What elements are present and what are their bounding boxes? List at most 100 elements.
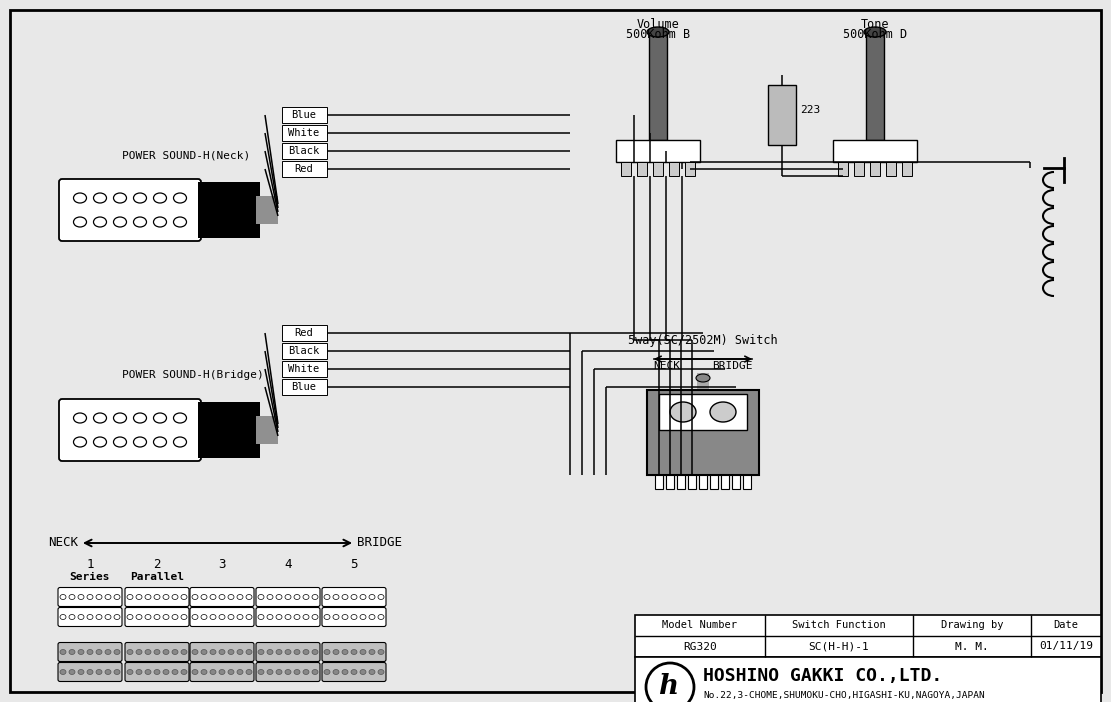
Ellipse shape bbox=[113, 437, 127, 447]
Ellipse shape bbox=[228, 670, 234, 675]
Bar bbox=[833, 140, 917, 162]
Bar bbox=[710, 475, 718, 489]
Text: RG320: RG320 bbox=[683, 642, 717, 651]
Bar bbox=[615, 140, 700, 162]
Ellipse shape bbox=[96, 614, 102, 619]
Ellipse shape bbox=[192, 670, 198, 675]
Ellipse shape bbox=[294, 670, 300, 675]
Bar bbox=[854, 162, 864, 176]
Bar bbox=[649, 32, 667, 140]
Ellipse shape bbox=[192, 649, 198, 654]
Bar bbox=[647, 390, 759, 475]
FancyBboxPatch shape bbox=[59, 179, 201, 241]
Ellipse shape bbox=[369, 614, 376, 619]
Ellipse shape bbox=[312, 670, 318, 675]
Text: M. M.: M. M. bbox=[955, 642, 989, 651]
Text: Tone: Tone bbox=[861, 18, 889, 31]
Ellipse shape bbox=[133, 217, 147, 227]
Ellipse shape bbox=[136, 614, 142, 619]
Text: Volume: Volume bbox=[637, 18, 679, 31]
Bar bbox=[870, 162, 880, 176]
Text: h: h bbox=[658, 673, 678, 701]
Bar bbox=[665, 475, 674, 489]
Text: NECK: NECK bbox=[653, 361, 680, 371]
Ellipse shape bbox=[246, 649, 252, 654]
Ellipse shape bbox=[73, 437, 87, 447]
Ellipse shape bbox=[294, 649, 300, 654]
Ellipse shape bbox=[333, 670, 339, 675]
Ellipse shape bbox=[93, 217, 107, 227]
Ellipse shape bbox=[246, 614, 252, 619]
FancyBboxPatch shape bbox=[126, 642, 189, 661]
Ellipse shape bbox=[146, 670, 151, 675]
Ellipse shape bbox=[154, 649, 160, 654]
Ellipse shape bbox=[276, 670, 282, 675]
Text: Drawing by: Drawing by bbox=[941, 621, 1003, 630]
Text: 1: 1 bbox=[87, 558, 93, 571]
Text: 01/11/19: 01/11/19 bbox=[1039, 642, 1093, 651]
Ellipse shape bbox=[60, 614, 66, 619]
Ellipse shape bbox=[324, 595, 330, 600]
FancyBboxPatch shape bbox=[322, 588, 386, 607]
Bar bbox=[282, 107, 327, 123]
Ellipse shape bbox=[146, 649, 151, 654]
FancyBboxPatch shape bbox=[256, 588, 320, 607]
Ellipse shape bbox=[333, 614, 339, 619]
Ellipse shape bbox=[78, 670, 84, 675]
Bar bbox=[282, 379, 327, 395]
Ellipse shape bbox=[276, 614, 282, 619]
Ellipse shape bbox=[286, 649, 291, 654]
Bar bbox=[282, 325, 327, 341]
Ellipse shape bbox=[303, 595, 309, 600]
Ellipse shape bbox=[201, 649, 207, 654]
Ellipse shape bbox=[286, 614, 291, 619]
Ellipse shape bbox=[219, 649, 226, 654]
Ellipse shape bbox=[173, 217, 187, 227]
Ellipse shape bbox=[258, 614, 264, 619]
Text: 5: 5 bbox=[350, 558, 358, 571]
Ellipse shape bbox=[127, 614, 133, 619]
Ellipse shape bbox=[136, 649, 142, 654]
Bar bbox=[838, 162, 848, 176]
Ellipse shape bbox=[136, 670, 142, 675]
Ellipse shape bbox=[333, 649, 339, 654]
Text: POWER SOUND-H(Neck): POWER SOUND-H(Neck) bbox=[122, 150, 250, 160]
Text: 223: 223 bbox=[800, 105, 820, 115]
Ellipse shape bbox=[96, 649, 102, 654]
FancyBboxPatch shape bbox=[58, 607, 122, 626]
Ellipse shape bbox=[276, 595, 282, 600]
Ellipse shape bbox=[154, 670, 160, 675]
Ellipse shape bbox=[136, 595, 142, 600]
Text: Red: Red bbox=[294, 328, 313, 338]
FancyBboxPatch shape bbox=[58, 642, 122, 661]
Text: 500Kohm B: 500Kohm B bbox=[625, 28, 690, 41]
Ellipse shape bbox=[73, 413, 87, 423]
Text: 4: 4 bbox=[284, 558, 292, 571]
Ellipse shape bbox=[173, 413, 187, 423]
Ellipse shape bbox=[351, 670, 357, 675]
Ellipse shape bbox=[146, 614, 151, 619]
Ellipse shape bbox=[312, 649, 318, 654]
Ellipse shape bbox=[210, 614, 216, 619]
Ellipse shape bbox=[237, 614, 243, 619]
Ellipse shape bbox=[210, 595, 216, 600]
Ellipse shape bbox=[294, 614, 300, 619]
FancyBboxPatch shape bbox=[190, 642, 254, 661]
Ellipse shape bbox=[113, 193, 127, 203]
Ellipse shape bbox=[342, 649, 348, 654]
Ellipse shape bbox=[333, 595, 339, 600]
Bar bbox=[732, 475, 740, 489]
Ellipse shape bbox=[219, 595, 226, 600]
Ellipse shape bbox=[645, 663, 694, 702]
Text: Series: Series bbox=[70, 572, 110, 582]
Bar bbox=[902, 162, 912, 176]
Text: Date: Date bbox=[1053, 621, 1079, 630]
Ellipse shape bbox=[312, 614, 318, 619]
FancyBboxPatch shape bbox=[126, 663, 189, 682]
Bar bbox=[653, 162, 663, 176]
Ellipse shape bbox=[378, 614, 384, 619]
Ellipse shape bbox=[342, 614, 348, 619]
Ellipse shape bbox=[219, 670, 226, 675]
Ellipse shape bbox=[201, 670, 207, 675]
Ellipse shape bbox=[360, 614, 366, 619]
